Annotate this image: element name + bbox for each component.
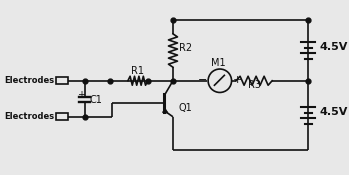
Text: 4.5V: 4.5V xyxy=(319,42,347,52)
Text: Q1: Q1 xyxy=(178,103,192,113)
Text: +: + xyxy=(232,75,242,85)
Text: C1: C1 xyxy=(89,95,102,105)
Text: +: + xyxy=(77,90,86,100)
Text: Electrodes: Electrodes xyxy=(4,112,54,121)
Text: R1: R1 xyxy=(131,65,144,76)
Text: M1: M1 xyxy=(211,58,225,68)
Bar xyxy=(56,113,68,120)
Bar xyxy=(56,77,68,84)
Text: −: − xyxy=(198,75,207,85)
Text: Electrodes: Electrodes xyxy=(4,76,54,85)
Text: R2: R2 xyxy=(179,43,192,53)
Text: R3: R3 xyxy=(247,80,261,90)
Text: 4.5V: 4.5V xyxy=(319,107,347,117)
